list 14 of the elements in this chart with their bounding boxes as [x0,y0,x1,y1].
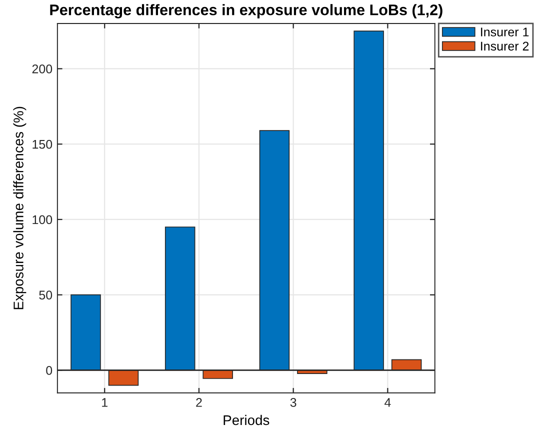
x-tick-label: 4 [384,398,391,407]
x-tick-label: 2 [196,398,202,407]
x-tick-label: 3 [290,398,296,407]
y-tick-label: 0 [46,366,52,375]
y-tick-label: 200 [32,64,52,74]
x-axis-title: Periods [224,414,270,426]
legend-label: Insurer 1 [481,28,529,36]
x-tick-label: 1 [102,398,108,407]
y-tick-label: 100 [32,215,52,224]
y-tick-label: 50 [39,290,52,300]
chart-title: Percentage differences in exposure volume LoBs (1,2) [50,4,442,18]
y-axis-title: Exposure volume differences (%) [13,106,26,310]
y-tick-label: 150 [32,140,52,149]
legend-label: Insurer 2 [481,42,529,51]
